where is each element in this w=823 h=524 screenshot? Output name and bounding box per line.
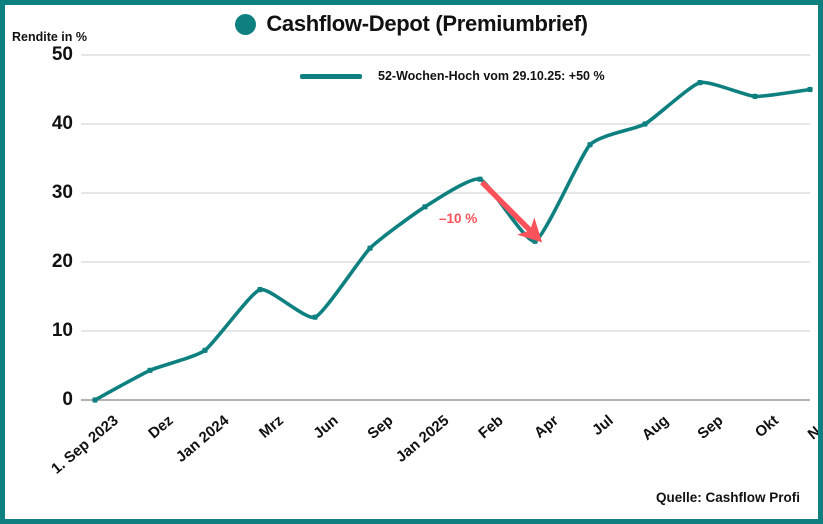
y-axis-tick-label: 50 [51,44,73,65]
data-point-marker [807,86,813,93]
data-point-marker [257,287,263,293]
data-point-marker [422,204,428,210]
y-axis-tick-label: 40 [51,113,73,134]
data-point-marker [202,347,208,353]
annotation-arrow [480,180,543,243]
data-point-marker [642,121,648,127]
chart-title: Cashflow-Depot (Premiumbrief) [5,11,818,37]
y-axis-title: Rendite in % [12,30,88,44]
chart-legend: 52-Wochen-Hoch vom 29.10.25: +50 % [300,69,605,83]
series-line-path [93,80,812,402]
legend-line-swatch [300,73,362,79]
circle-marker-icon [235,13,257,35]
gridlines [81,54,810,401]
data-point-marker [532,238,538,244]
annotation-label: –10 % [439,211,478,226]
data-point-marker [147,367,153,373]
data-point-marker [312,314,318,320]
data-point-marker [92,397,98,403]
y-axis-tick-label: 20 [51,251,73,272]
source-note: Quelle: Cashflow Profi [655,490,800,505]
data-point-marker [697,80,703,86]
data-point-marker [367,245,373,251]
legend-label: 52-Wochen-Hoch vom 29.10.25: +50 % [378,69,605,83]
y-axis-tick-label: 0 [62,389,73,410]
chart-title-text: Cashflow-Depot (Premiumbrief) [266,11,588,36]
data-point-marker [752,93,758,99]
plot-area [5,5,818,519]
y-axis-tick-label: 30 [51,182,73,203]
y-axis-tick-label: 10 [51,320,73,341]
data-point-marker [587,142,593,148]
series-line [93,80,812,402]
data-point-marker [477,176,483,182]
